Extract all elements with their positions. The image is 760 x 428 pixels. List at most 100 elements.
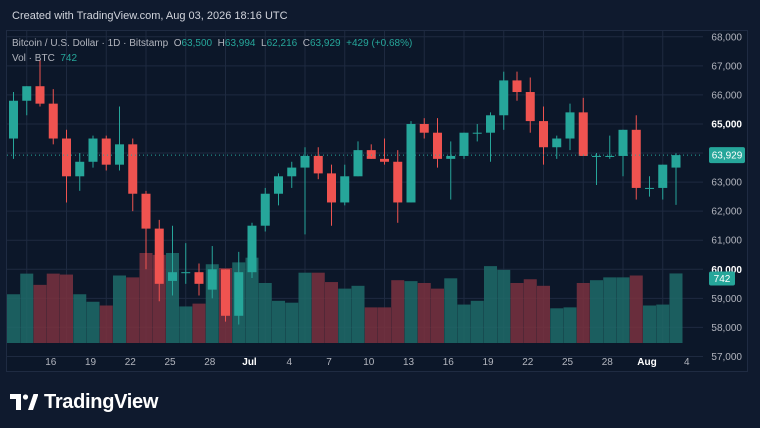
candle-body	[472, 132, 482, 134]
x-axis-tick-label: 19	[482, 357, 494, 368]
candle-body	[115, 144, 124, 165]
volume-bar	[99, 305, 113, 343]
candle-body	[512, 80, 522, 93]
volume-badge	[709, 271, 735, 286]
volume-bar	[86, 301, 100, 343]
volume-bar	[46, 273, 60, 343]
x-axis-tick-label: 25	[562, 357, 574, 368]
volume-bar	[656, 304, 670, 343]
volume-bar	[431, 288, 444, 343]
volume-bar	[643, 305, 656, 343]
candle-body	[618, 129, 628, 156]
candle-body	[141, 193, 151, 229]
candle-body	[22, 86, 32, 101]
volume-bar	[603, 277, 617, 343]
candle-body	[168, 272, 177, 281]
y-axis-tick-label: 68,000	[711, 32, 742, 43]
last-price-badge	[709, 147, 745, 164]
candle-body	[419, 123, 429, 133]
candle-body	[605, 155, 615, 157]
volume-bar	[563, 307, 577, 343]
candle-body	[631, 129, 641, 188]
x-axis-tick-label: 13	[403, 357, 415, 368]
y-axis-tick-label: 66,000	[711, 90, 742, 101]
candle-body	[62, 138, 71, 177]
candle-body	[128, 144, 138, 194]
volume-bar	[590, 280, 603, 343]
candle-body	[433, 132, 442, 159]
x-axis-tick-label: 28	[204, 357, 216, 368]
volume-bar	[245, 257, 259, 343]
volume-bar	[510, 283, 524, 343]
candlestick-chart[interactable]: 68,00067,00066,00065,00064,00063,00062,0…	[7, 31, 747, 371]
candle-body	[645, 187, 654, 189]
y-axis-tick-label: 60,000	[711, 265, 742, 276]
volume-bar	[298, 272, 312, 343]
volume-bar	[33, 284, 47, 343]
candle-body	[671, 155, 681, 168]
y-axis-tick-label: 61,000	[711, 236, 742, 247]
candle-body	[353, 150, 363, 177]
candle-body	[35, 86, 45, 104]
candle-body	[393, 161, 403, 203]
candle-body	[247, 225, 257, 273]
x-axis-tick-label: 10	[363, 357, 375, 368]
candle-body	[486, 115, 495, 133]
candle-body	[154, 228, 164, 284]
volume-bar	[378, 307, 391, 343]
tradingview-logo-icon	[10, 394, 38, 410]
volume-bar	[457, 304, 471, 343]
candle-body	[366, 150, 376, 159]
x-axis-tick-label: 16	[45, 357, 57, 368]
volume-bar	[391, 280, 405, 343]
volume-bar	[192, 303, 206, 343]
candle-body	[658, 164, 668, 188]
x-axis-tick-label: 22	[125, 357, 137, 368]
candle-body	[48, 103, 58, 139]
candle-body	[234, 272, 244, 316]
volume-bar	[417, 283, 431, 343]
volume-bar	[523, 279, 537, 343]
volume-badge-text: 742	[714, 274, 731, 285]
volume-bar	[60, 274, 73, 343]
volume-bar	[139, 253, 153, 343]
volume-bar	[113, 275, 126, 343]
volume-bar	[364, 307, 378, 343]
candle-body	[221, 269, 230, 316]
volume-bar	[669, 273, 683, 343]
candle-body	[194, 272, 204, 284]
volume-bar	[325, 282, 338, 343]
volume-bar	[73, 294, 87, 343]
candle-body	[578, 112, 588, 156]
x-axis-tick-label: 25	[164, 357, 176, 368]
volume-bar	[444, 278, 458, 343]
volume-bar	[338, 288, 352, 343]
y-axis-tick-label: 65,000	[711, 119, 742, 130]
candle-body	[406, 123, 416, 203]
volume-bar	[616, 277, 630, 343]
volume-bar	[576, 283, 590, 343]
candle-body	[207, 269, 217, 290]
created-with-text: Created with TradingView.com, Aug 03, 20…	[12, 10, 288, 22]
chart-panel[interactable]: 68,00067,00066,00065,00064,00063,00062,0…	[6, 30, 748, 372]
brand[interactable]: TradingView	[10, 388, 158, 416]
volume-bar	[351, 285, 365, 343]
candle-body	[181, 272, 191, 274]
y-axis-tick-label: 62,000	[711, 207, 742, 218]
candle-body	[300, 155, 310, 168]
candle-body	[552, 138, 562, 148]
volume-bar	[179, 306, 193, 343]
candle-body	[565, 112, 575, 139]
volume-bar	[20, 273, 34, 343]
x-axis-tick-label: Jul	[242, 357, 257, 368]
y-axis-tick-label: 59,000	[711, 294, 742, 305]
candle-body	[340, 176, 350, 203]
volume-bar	[537, 285, 550, 343]
brand-name: TradingView	[44, 390, 159, 413]
candle-body	[313, 155, 323, 174]
candle-body	[459, 132, 469, 156]
candle-body	[327, 173, 336, 203]
volume-bar	[272, 300, 285, 343]
x-axis-tick-label: 16	[443, 357, 455, 368]
y-axis-tick-label: 63,000	[711, 178, 742, 189]
